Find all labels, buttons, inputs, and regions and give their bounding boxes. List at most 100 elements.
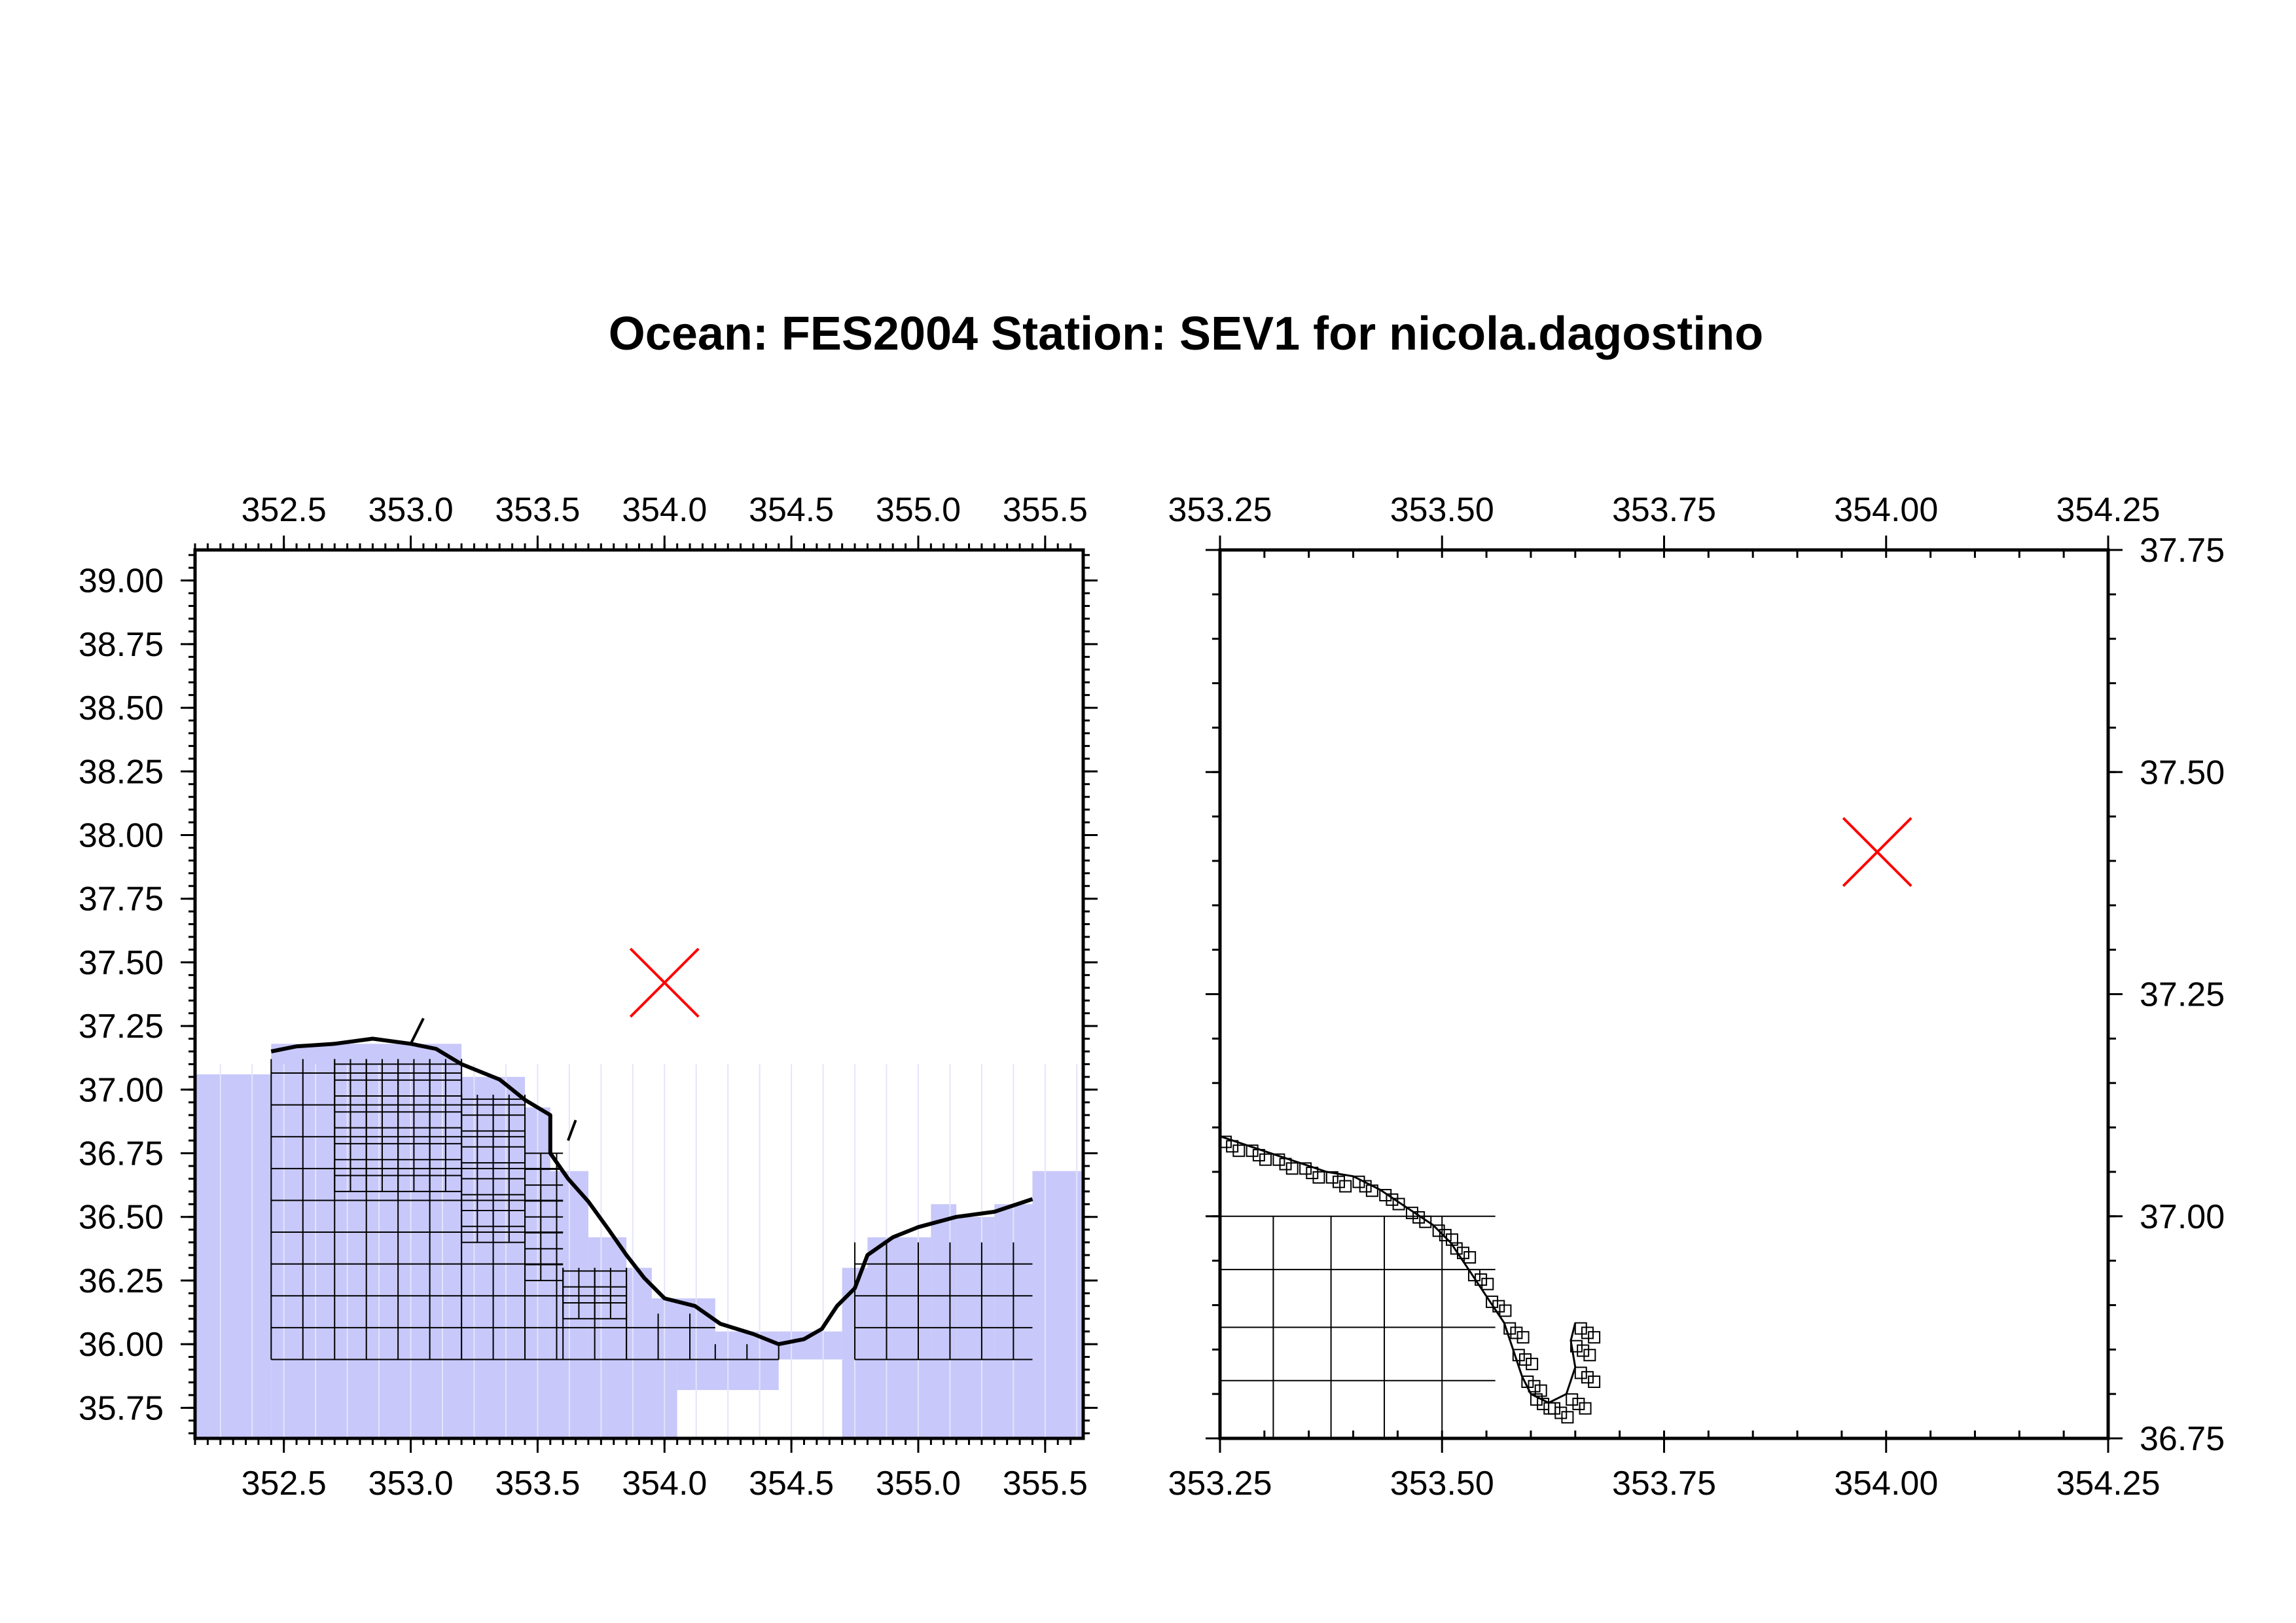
fine-grid-cell xyxy=(1220,1135,1232,1148)
y-tick-label-left: 36.50 xyxy=(79,1199,164,1237)
fine-grid-cell xyxy=(1333,1175,1345,1188)
y-tick-label-left: 38.75 xyxy=(79,626,164,664)
fine-grid-cell xyxy=(1450,1242,1463,1255)
fine-grid-cell xyxy=(1339,1180,1352,1193)
y-tick-label-right: 37.75 xyxy=(2140,532,2225,570)
model-grid xyxy=(270,1059,1033,1360)
fine-grid-cell xyxy=(1561,1411,1574,1424)
y-tick-label-left: 36.00 xyxy=(79,1326,164,1364)
fine-grid-cell xyxy=(1554,1406,1568,1419)
fine-grid-cell xyxy=(1581,1371,1594,1384)
coastline xyxy=(1220,1135,1577,1404)
y-tick-label-left: 36.75 xyxy=(79,1135,164,1173)
x-tick-label-bottom: 355.0 xyxy=(876,1465,961,1503)
fine-grid-cell xyxy=(1312,1171,1325,1184)
station-marker xyxy=(629,947,700,1018)
fine-grid-cell xyxy=(1512,1349,1525,1362)
fine-grid-cell xyxy=(1259,1153,1272,1166)
x-tick-label-top: 355.5 xyxy=(1003,491,1088,529)
x-tick-label-bottom: 353.5 xyxy=(495,1465,580,1503)
fine-grid-cell xyxy=(1439,1229,1452,1242)
fine-grid-cell xyxy=(1481,1277,1494,1290)
y-tick-label-left: 36.25 xyxy=(79,1262,164,1300)
x-tick-label-bottom: 353.75 xyxy=(1612,1465,1716,1503)
fine-grid-cell xyxy=(1518,1353,1532,1366)
x-tick-label-bottom: 353.50 xyxy=(1390,1465,1494,1503)
station-marker-stroke xyxy=(1842,816,1912,887)
fine-grid-cell xyxy=(1588,1331,1601,1344)
figure-title: Ocean: FES2004 Station: SEV1 for nicola.… xyxy=(609,308,1763,360)
station-marker-stroke xyxy=(629,947,700,1018)
y-tick-label-right: 37.50 xyxy=(2140,754,2225,792)
fine-grid-cell xyxy=(1419,1215,1432,1228)
y-tick-label-left: 38.00 xyxy=(79,816,164,854)
ocean-cell xyxy=(195,1074,272,1438)
fine-grid-cell xyxy=(1548,1402,1561,1415)
y-tick-label-left: 35.75 xyxy=(79,1389,164,1427)
fine-grid-cell xyxy=(1510,1326,1523,1340)
y-tick-label-right: 36.75 xyxy=(2140,1420,2225,1458)
ocean-cell xyxy=(931,1204,957,1360)
fine-grid-cell xyxy=(1534,1384,1547,1397)
ocean-cell xyxy=(1032,1171,1083,1438)
y-tick-label-left: 38.50 xyxy=(79,689,164,727)
fine-grid-cell xyxy=(1516,1331,1530,1344)
x-tick-label-bottom: 352.5 xyxy=(242,1465,327,1503)
fine-grid-cell xyxy=(1486,1295,1499,1308)
fine-grid-cell xyxy=(1285,1162,1299,1175)
ocean-cell xyxy=(956,1216,995,1360)
ocean-cell xyxy=(651,1298,715,1360)
fine-grid-cell xyxy=(1577,1344,1590,1357)
x-tick-label-bottom: 354.00 xyxy=(1834,1465,1938,1503)
fine-grid-cell xyxy=(1412,1211,1426,1224)
y-tick-label-left: 38.25 xyxy=(79,753,164,791)
fine-grid-cell xyxy=(1499,1304,1512,1317)
fine-grid-cell xyxy=(1232,1144,1246,1158)
fine-grid-cell xyxy=(1574,1322,1587,1335)
y-tick-label-left: 37.00 xyxy=(79,1071,164,1109)
fine-grid-cell xyxy=(1467,1269,1480,1282)
x-tick-label-top: 354.0 xyxy=(622,491,707,529)
fine-grid-cell xyxy=(1503,1322,1516,1335)
x-tick-label-top: 353.0 xyxy=(368,491,453,529)
fine-grid-cell xyxy=(1583,1349,1596,1362)
y-tick-label-right: 37.25 xyxy=(2140,976,2225,1014)
ocean-tide-grid xyxy=(195,1017,1083,1438)
x-tick-label-top: 354.25 xyxy=(2056,491,2160,529)
x-tick-label-bottom: 354.0 xyxy=(622,1465,707,1503)
fine-grid-cell xyxy=(1359,1180,1372,1193)
overview-map-panel: 352.5 352.5 353.0 353.0 353.5 353.5 354.0 354.0… xyxy=(79,491,1098,1503)
fine-grid-cell xyxy=(1463,1251,1477,1264)
zoom-map-panel: 353.25 353.25 353.50 353.50 353.75 353.75 354.… xyxy=(1168,491,2225,1503)
fine-grid-cell xyxy=(1574,1366,1587,1379)
x-tick-label-top: 354.00 xyxy=(1834,491,1938,529)
coastline xyxy=(270,1036,1033,1347)
fine-grid-cell xyxy=(1379,1189,1392,1202)
x-tick-label-bottom: 355.5 xyxy=(1003,1465,1088,1503)
map-axes xyxy=(1206,536,2123,1453)
fine-grid-cell xyxy=(1386,1193,1399,1206)
fine-grid-cell xyxy=(1272,1153,1285,1166)
station-marker xyxy=(1842,816,1912,887)
y-tick-label-right: 37.00 xyxy=(2140,1198,2225,1236)
fine-grid-cell xyxy=(1581,1326,1594,1340)
fine-grid-cell xyxy=(1579,1402,1592,1415)
x-tick-label-top: 353.75 xyxy=(1612,491,1716,529)
fine-grid-cell xyxy=(1588,1376,1601,1388)
x-tick-label-bottom: 353.25 xyxy=(1168,1465,1272,1503)
y-tick-label-left: 37.50 xyxy=(79,944,164,982)
x-tick-label-top: 354.5 xyxy=(749,491,834,529)
ocean-cell xyxy=(867,1237,931,1360)
fine-grid-cell xyxy=(1392,1197,1405,1211)
y-tick-label-left: 37.25 xyxy=(79,1008,164,1046)
fine-grid-cell xyxy=(1572,1397,1585,1410)
x-tick-label-bottom: 354.25 xyxy=(2056,1465,2160,1503)
river xyxy=(409,1017,425,1045)
river xyxy=(567,1120,577,1141)
x-tick-label-top: 353.25 xyxy=(1168,491,1272,529)
fine-grid-cell xyxy=(1405,1207,1418,1220)
fine-grid-cell xyxy=(1528,1379,1541,1393)
x-tick-label-top: 355.0 xyxy=(876,491,961,529)
x-tick-label-bottom: 353.0 xyxy=(368,1465,453,1503)
